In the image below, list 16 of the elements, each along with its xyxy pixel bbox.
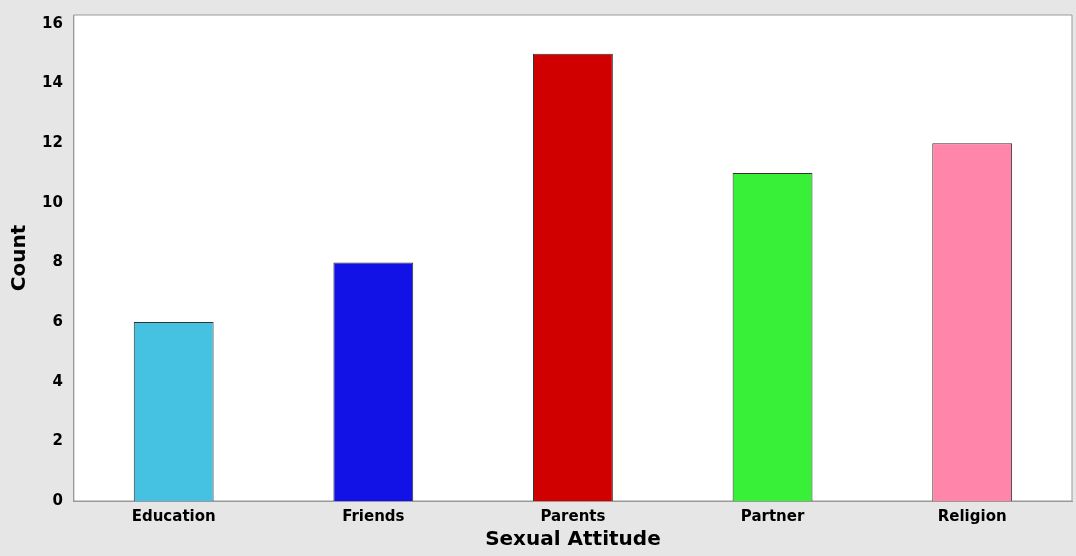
- x-tick-label: Parents: [540, 506, 606, 525]
- y-tick-label: 8: [52, 252, 63, 271]
- y-tick-label: 12: [42, 133, 63, 152]
- x-tick-label: Partner: [740, 506, 805, 525]
- y-tick-label: 2: [52, 431, 63, 450]
- x-tick-label: Education: [131, 506, 216, 525]
- y-tick-label: 16: [42, 13, 63, 32]
- y-tick-label: 0: [52, 490, 63, 509]
- x-tick-label: Friends: [342, 506, 405, 525]
- y-tick-label: 6: [52, 311, 63, 330]
- y-tick-label: 14: [42, 73, 63, 92]
- y-tick-label: 10: [42, 192, 63, 211]
- y-axis-title: Count: [6, 224, 31, 292]
- x-tick-label: Religion: [937, 506, 1007, 525]
- y-tick-label: 4: [52, 371, 63, 390]
- x-axis-title: Sexual Attitude: [485, 526, 661, 551]
